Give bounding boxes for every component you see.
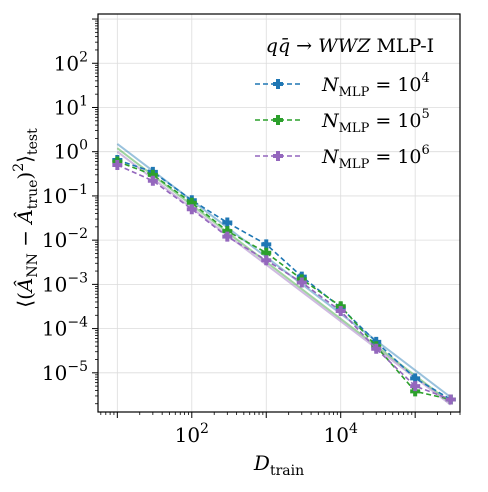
legend-label: NMLP = 104 bbox=[321, 71, 430, 100]
data-point bbox=[222, 226, 233, 237]
legend-swatch-marker bbox=[273, 115, 283, 125]
data-point bbox=[261, 247, 272, 258]
y-tick-label: 10−2 bbox=[42, 226, 88, 252]
data-point bbox=[261, 255, 272, 266]
data-point bbox=[222, 217, 233, 228]
legend-item: NMLP = 104 bbox=[255, 71, 430, 100]
data-point bbox=[410, 381, 421, 392]
y-tick-label: 10−4 bbox=[42, 315, 88, 341]
series bbox=[112, 154, 456, 405]
legend-item: NMLP = 105 bbox=[255, 107, 430, 136]
data-point bbox=[147, 175, 158, 186]
legend-swatch-marker bbox=[273, 151, 283, 161]
data-point bbox=[445, 394, 456, 405]
x-tick-label: 104 bbox=[324, 421, 358, 447]
legend-swatch-marker bbox=[273, 79, 283, 89]
x-axis-label: Dtrain bbox=[253, 451, 304, 479]
series-group bbox=[112, 160, 456, 405]
y-axis-label: ⟨(ÂNN − Âtrue)2⟩test bbox=[11, 128, 41, 308]
data-point bbox=[112, 160, 123, 171]
y-tick-label: 10−5 bbox=[42, 359, 88, 385]
series-line bbox=[116, 164, 451, 401]
data-point bbox=[186, 197, 197, 208]
series-line bbox=[117, 159, 452, 401]
data-point bbox=[147, 169, 158, 180]
y-tick-label: 10−1 bbox=[42, 182, 88, 208]
y-tick-label: 100 bbox=[54, 138, 88, 164]
data-point bbox=[296, 277, 307, 288]
x-tick-label: 102 bbox=[175, 421, 209, 447]
legend-item: NMLP = 106 bbox=[255, 143, 430, 172]
ticks bbox=[92, 18, 461, 418]
legend-title: qq̄ → WWZ MLP-I bbox=[266, 35, 434, 57]
y-tick-label: 102 bbox=[54, 49, 88, 75]
fit-line bbox=[116, 143, 452, 399]
data-point bbox=[371, 343, 382, 354]
legend-label: NMLP = 106 bbox=[321, 143, 430, 172]
data-point bbox=[186, 204, 197, 215]
y-tick-label: 10−3 bbox=[42, 270, 88, 296]
y-tick-label: 101 bbox=[54, 93, 88, 119]
data-point bbox=[222, 231, 233, 242]
data-point bbox=[410, 373, 421, 384]
data-point bbox=[410, 386, 421, 397]
fit-line bbox=[116, 150, 452, 406]
plot-frame bbox=[97, 13, 461, 413]
legend: qq̄ → WWZ MLP-I NMLP = 104 NMLP = 105 NMLP … bbox=[255, 35, 434, 172]
tick-labels: 102 104 10−5 10−4 10−3 10−2 10−1 100 101 102 bbox=[42, 49, 358, 447]
data-point bbox=[261, 239, 272, 250]
legend-label: NMLP = 105 bbox=[321, 107, 430, 136]
data-point bbox=[335, 305, 346, 316]
